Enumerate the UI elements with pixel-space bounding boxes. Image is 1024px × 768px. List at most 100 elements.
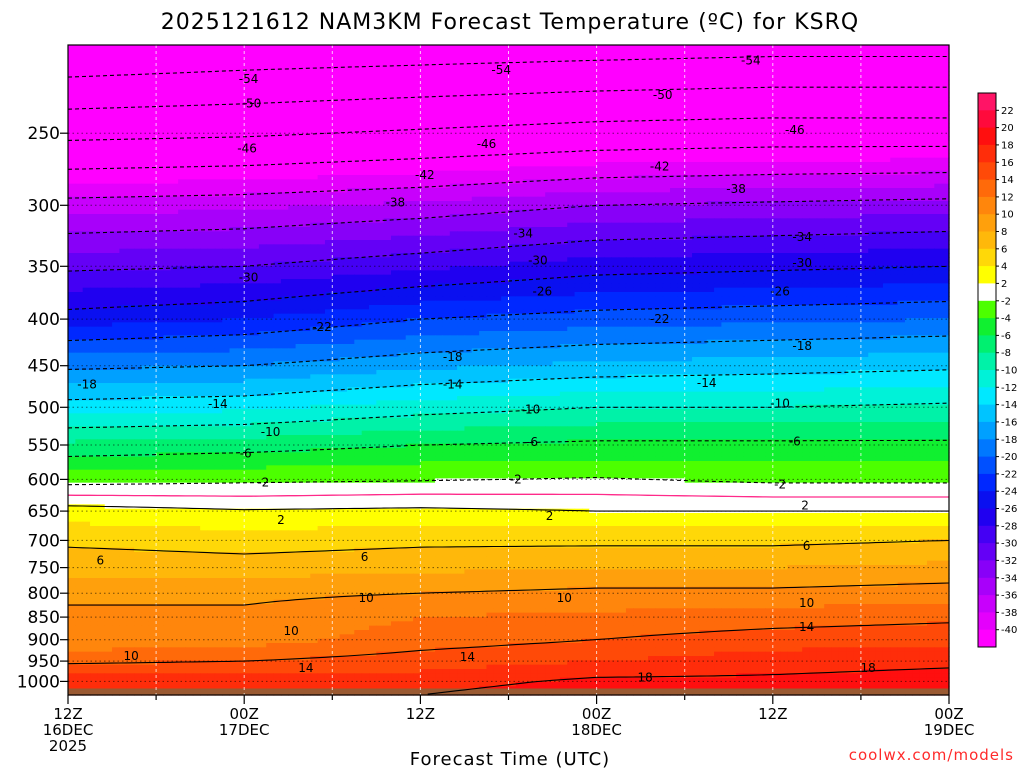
field-cell (802, 188, 811, 193)
field-cell (339, 79, 348, 85)
field-cell (699, 75, 708, 81)
field-cell (222, 79, 231, 85)
field-cell (912, 157, 921, 163)
field-cell (112, 131, 120, 137)
field-cell (655, 140, 664, 146)
field-cell (479, 170, 488, 176)
field-cell (258, 53, 267, 59)
field-cell (391, 205, 399, 211)
field-cell (369, 118, 377, 124)
field-cell (236, 149, 245, 154)
field-cell (882, 114, 891, 120)
field-cell (457, 58, 466, 63)
field-cell (104, 101, 113, 107)
field-cell (552, 192, 561, 198)
field-cell (508, 175, 517, 180)
field-cell (141, 79, 150, 85)
field-cell (346, 75, 355, 81)
field-cell (236, 114, 245, 120)
field-cell (670, 127, 678, 133)
field-cell (824, 49, 833, 55)
field-cell (200, 127, 209, 133)
field-cell (383, 170, 392, 176)
field-cell (449, 88, 458, 94)
field-cell (156, 214, 165, 219)
field-cell (941, 136, 950, 141)
field-cell (361, 58, 370, 63)
field-cell (192, 192, 201, 198)
field-cell (493, 66, 502, 72)
field-cell (846, 218, 855, 224)
field-cell (75, 84, 84, 89)
field-cell (743, 79, 752, 85)
field-cell (112, 209, 120, 215)
field-cell (141, 118, 150, 124)
field-cell (559, 166, 568, 172)
field-cell (346, 123, 355, 128)
field-cell (728, 144, 737, 150)
field-cell (794, 196, 803, 202)
field-cell (618, 136, 627, 141)
field-cell (141, 140, 150, 146)
field-cell (288, 179, 297, 185)
field-cell (148, 166, 157, 172)
field-cell (581, 45, 590, 50)
field-cell (405, 97, 414, 102)
field-cell (222, 75, 231, 81)
field-cell (853, 58, 862, 63)
field-cell (457, 66, 466, 72)
field-cell (736, 79, 745, 85)
field-cell (860, 153, 869, 159)
field-cell (501, 110, 510, 115)
field-cell (662, 58, 671, 63)
field-cell (515, 162, 524, 167)
field-cell (317, 183, 326, 189)
field-cell (82, 75, 91, 81)
field-cell (405, 79, 414, 85)
field-cell (156, 88, 165, 94)
field-cell (68, 101, 76, 107)
field-cell (251, 84, 260, 89)
field-cell (633, 101, 642, 107)
field-cell (134, 75, 143, 81)
field-cell (596, 179, 605, 185)
field-cell (530, 196, 539, 202)
field-cell (207, 71, 216, 76)
field-cell (398, 192, 407, 198)
field-cell (670, 97, 678, 102)
field-cell (266, 214, 275, 219)
field-cell (831, 118, 840, 124)
field-cell (148, 110, 157, 115)
field-cell (721, 153, 730, 159)
field-cell (214, 214, 223, 219)
field-cell (413, 179, 421, 185)
field-cell (435, 205, 444, 211)
field-cell (75, 144, 84, 150)
field-cell (714, 149, 723, 154)
field-cell (302, 114, 311, 120)
field-cell (567, 214, 576, 219)
field-cell (919, 110, 928, 115)
field-cell (545, 84, 554, 89)
field-cell (457, 222, 466, 228)
field-cell (391, 157, 399, 163)
field-cell (442, 66, 451, 72)
field-cell (82, 131, 91, 137)
field-cell (530, 205, 539, 211)
field-cell (611, 66, 620, 72)
field-cell (882, 153, 891, 159)
field-cell (185, 179, 194, 185)
field-cell (838, 62, 847, 68)
field-cell (890, 218, 899, 224)
field-cell (185, 166, 194, 172)
field-cell (699, 179, 708, 185)
field-cell (178, 101, 187, 107)
field-cell (391, 127, 399, 133)
field-cell (317, 179, 326, 185)
field-cell (743, 214, 752, 219)
field-cell (90, 188, 98, 193)
field-cell (706, 114, 715, 120)
field-cell (324, 222, 333, 228)
field-cell (574, 175, 583, 180)
field-cell (280, 205, 289, 211)
